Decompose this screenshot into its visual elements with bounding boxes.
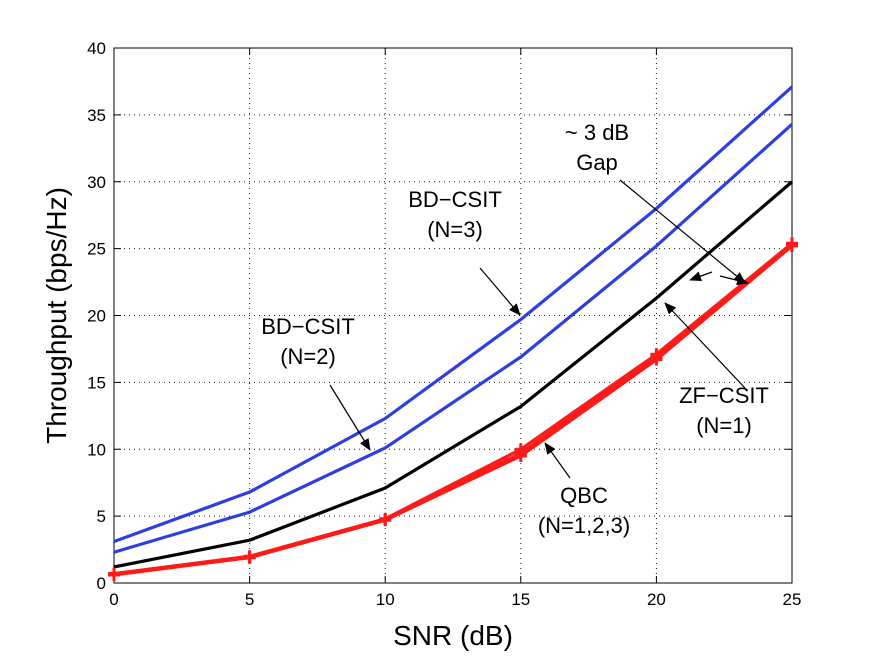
annotation-arrow xyxy=(544,442,571,479)
data-point xyxy=(514,443,527,456)
x-tick-label: 15 xyxy=(511,590,530,609)
annotation-arrow xyxy=(329,384,371,451)
data-point xyxy=(786,237,798,250)
y-tick-label: 10 xyxy=(87,440,106,459)
annotation-label: (N=1,2,3) xyxy=(538,513,630,538)
y-tick-label: 20 xyxy=(87,307,106,326)
data-point xyxy=(379,512,392,525)
grid xyxy=(114,48,792,583)
labels: 0 5 10 15 20 25 0 5 10 15 20 25 30 35 40 SNR (dB) Throug… xyxy=(41,39,801,651)
y-tick-label: 30 xyxy=(87,173,106,192)
y-tick-label: 40 xyxy=(87,39,106,58)
y-tick-label: 5 xyxy=(97,507,106,526)
series-line-0 xyxy=(113,85,794,544)
series-line-4 xyxy=(113,243,794,576)
annotation-label: ZF−CSIT xyxy=(679,383,769,408)
gap-arrow-left xyxy=(689,271,713,281)
annotation-label: (N=2) xyxy=(280,344,336,369)
annotation-label: QBC xyxy=(560,483,608,508)
x-tick-label: 0 xyxy=(109,590,118,609)
data-point xyxy=(243,550,256,563)
gap-arrow-right xyxy=(719,275,749,286)
annotation-arrow xyxy=(479,267,521,316)
axis-ticks xyxy=(113,47,793,584)
y-tick-label: 35 xyxy=(87,106,106,125)
series-line-1 xyxy=(113,123,794,554)
data-point xyxy=(108,567,120,580)
x-tick-label: 10 xyxy=(376,590,395,609)
y-axis-title: Throughput (bps/Hz) xyxy=(41,187,72,444)
y-tick-label: 0 xyxy=(97,574,106,593)
annotation-label: (N=1) xyxy=(696,413,752,438)
series-line-2 xyxy=(113,180,794,569)
y-tick-label: 25 xyxy=(87,240,106,259)
series-line-5 xyxy=(113,242,794,576)
series-line-3 xyxy=(113,244,794,577)
annotation-label: Gap xyxy=(576,150,618,175)
annotation-arrow xyxy=(619,179,746,284)
series-lines xyxy=(108,85,798,581)
annotation-label: ~ 3 dB xyxy=(565,120,629,145)
annotation-arrow xyxy=(664,302,746,389)
x-tick-label: 5 xyxy=(245,590,254,609)
x-axis-title: SNR (dB) xyxy=(393,620,513,651)
annotation-label: BD−CSIT xyxy=(261,314,355,339)
annotation-label: (N=3) xyxy=(427,217,483,242)
x-tick-label: 25 xyxy=(783,590,802,609)
data-point xyxy=(650,348,663,361)
y-tick-label: 15 xyxy=(87,373,106,392)
x-tick-label: 20 xyxy=(647,590,666,609)
annotation-label: BD−CSIT xyxy=(408,187,502,212)
annotation-arrows xyxy=(329,179,749,479)
